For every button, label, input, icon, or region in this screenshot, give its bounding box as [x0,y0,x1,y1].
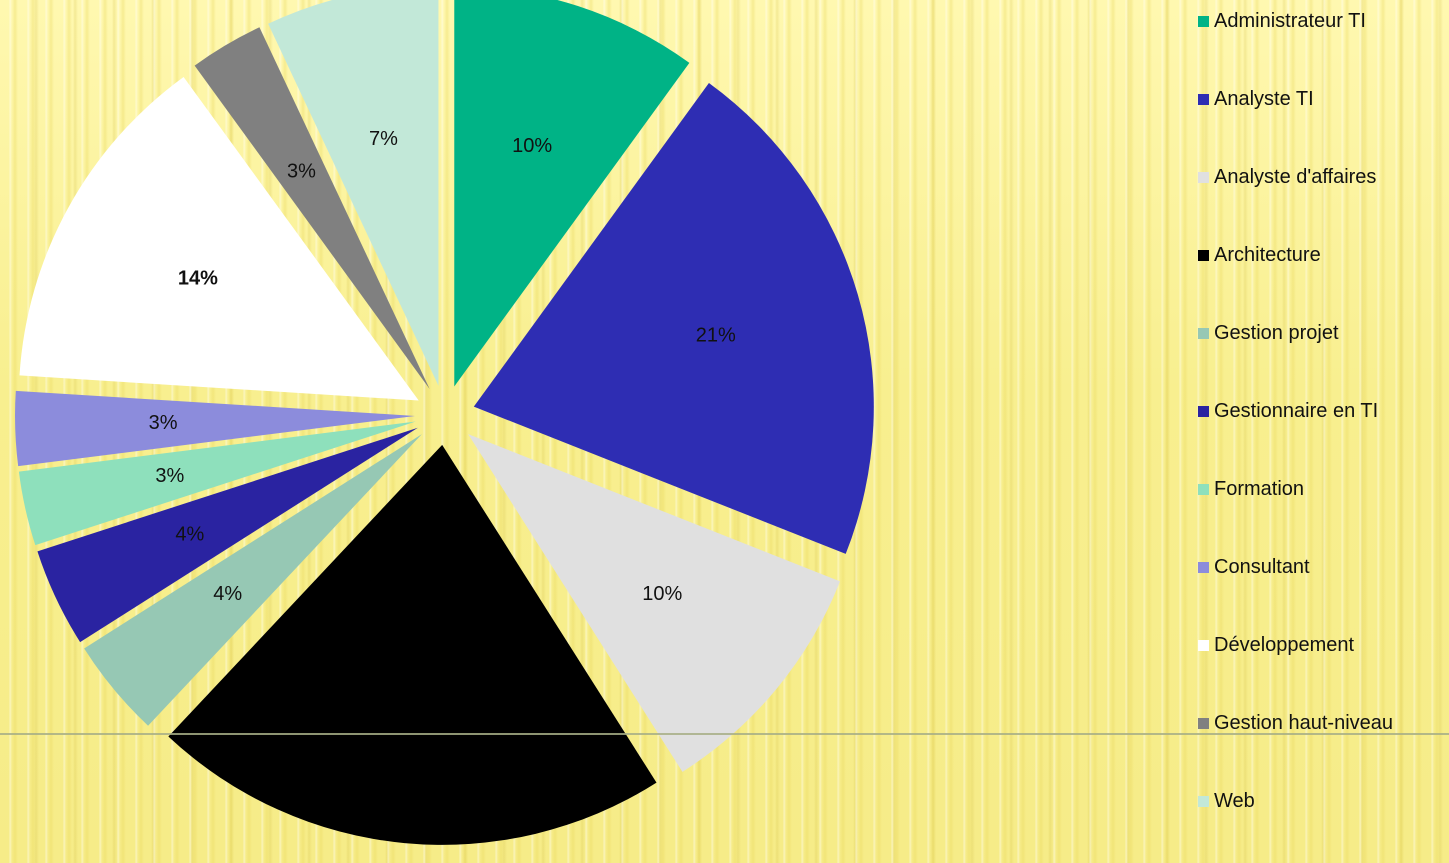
legend-swatch [1198,795,1209,807]
data-label-gestion-haut-niveau: 3% [287,161,316,183]
legend-swatch [1198,93,1209,105]
legend-swatch [1198,171,1209,183]
legend-item-formation: Formation [1198,476,1304,502]
pie-slice-formation [18,421,416,546]
data-label-gestionnaire-en-ti: 4% [175,523,204,545]
legend-swatch [1198,483,1209,495]
legend-label: Analyste d'affaires [1214,165,1377,188]
pie-slice-developpement [19,76,419,401]
legend-label: Formation [1214,477,1305,500]
legend-label: Développement [1214,633,1355,656]
legend-swatch [1198,327,1209,339]
legend-item-architecture: Architecture [1198,242,1321,268]
legend-label: Architecture [1214,243,1321,266]
data-label-web: 7% [369,128,398,150]
data-label-developpement: 14% [178,267,218,289]
legend-item-gestion-haut-niveau: Gestion haut-niveau [1198,710,1393,736]
legend-swatch [1198,639,1209,651]
pie-slice-gestionnaire-en-ti [37,427,418,643]
legend-label: Consultant [1214,555,1310,578]
legend-item-web: Web [1198,788,1255,814]
data-label-analyste-d-affaires: 10% [642,583,682,605]
legend-swatch [1198,15,1209,27]
pie-slice-administrateur-ti [454,0,690,387]
pie-slice-architecture [168,444,657,845]
legend-swatch [1198,405,1209,417]
data-label-formation: 3% [155,465,184,487]
slide-divider-line [0,733,1449,735]
legend-label: Analyste TI [1214,87,1314,110]
pie-slices [15,0,874,845]
data-label-administrateur-ti: 10% [512,135,552,157]
legend-label: Gestion projet [1214,321,1339,344]
legend-label: Web [1214,789,1255,812]
legend-item-administrateur-ti: Administrateur TI [1198,8,1366,34]
legend-swatch [1198,561,1209,573]
pie-slice-consultant [15,390,416,467]
legend-swatch [1198,717,1209,729]
legend-item-consultant: Consultant [1198,554,1310,580]
data-label-analyste-ti: 21% [696,325,736,347]
pie-slice-gestion-projet [84,434,422,726]
data-label-gestion-projet: 4% [213,583,242,605]
legend-item-developpement: Développement [1198,632,1354,658]
legend-label: Gestionnaire en TI [1214,399,1379,422]
legend-item-analyste-d-affaires: Analyste d'affaires [1198,164,1376,190]
pie-slice-analyste-ti [473,83,874,554]
legend-item-gestion-projet: Gestion projet [1198,320,1339,346]
legend-swatch [1198,249,1209,261]
pie-slice-web [268,0,439,386]
pie-data-labels: 10% 21% 10% 4% 4% 3% 3% 14% 3% 7% [149,128,736,605]
legend-label: Gestion haut-niveau [1214,711,1394,734]
pie-slice-gestion-haut-niveau [194,27,430,390]
pie-slice-analyste-d-affaires [468,434,841,772]
legend-item-gestionnaire-en-ti: Gestionnaire en TI [1198,398,1378,424]
data-label-consultant: 3% [149,412,178,434]
chart-legend: Administrateur TI Analyste TI Analyste d'a… [1198,0,1449,863]
legend-label: Administrateur TI [1214,9,1366,32]
legend-item-analyste-ti: Analyste TI [1198,86,1314,112]
